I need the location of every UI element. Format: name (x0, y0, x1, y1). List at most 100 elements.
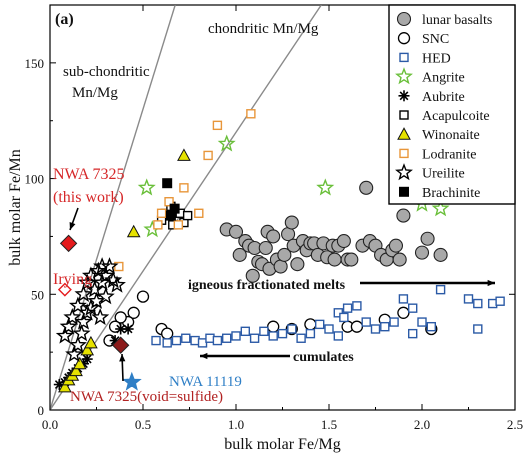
y-tick-label: 100 (25, 172, 45, 187)
lunar-basalts-point (420, 231, 435, 246)
lunar-basalts-point (290, 257, 305, 272)
angrite-point (316, 178, 335, 196)
ureilite-point (59, 317, 78, 335)
nwa-7325-void-sulfide-point (111, 336, 130, 354)
legend-label-lunar-basalts: lunar basalts (422, 13, 492, 28)
hed-point (305, 328, 316, 339)
lodranite-point (153, 220, 163, 230)
hed-point (324, 324, 334, 334)
arrow-void-sulfide-head (119, 354, 126, 362)
hed-point (417, 317, 427, 327)
ureilite-point (78, 303, 97, 321)
series-nwa-7325-void-sulfide (111, 336, 130, 354)
legend-label-brachinite: Brachinite (422, 186, 480, 201)
legend-item-snc: SNC (397, 32, 449, 47)
ureilite-point (68, 335, 87, 353)
hed-point (277, 328, 288, 339)
annotation-irying: Irying (53, 271, 92, 288)
hed-point (296, 333, 306, 343)
hed-point (352, 301, 362, 311)
series-nwa-11119 (121, 371, 142, 391)
ureilite-point (104, 270, 123, 289)
winonaite-point (80, 342, 95, 356)
series-snc (103, 290, 438, 347)
annotation-this-work: (this work) (53, 189, 124, 206)
lunar-basalts-point (228, 224, 244, 239)
x-axis-label: bulk molar Fe/Mg (224, 436, 340, 453)
lodranite-point (212, 120, 223, 131)
ureilite-point (89, 261, 108, 279)
lunar-basalts-point (273, 259, 288, 274)
hed-point (333, 331, 343, 341)
lunar-basalts-point (266, 229, 281, 244)
hed-point (240, 326, 251, 337)
hed-point (398, 294, 409, 304)
aubrite-point-stroke (116, 324, 126, 334)
x-tick-label: 1.5 (321, 417, 337, 432)
hed-point (473, 324, 483, 334)
hed-point (361, 317, 371, 327)
winonaite-point (84, 335, 98, 349)
legend-marker-acapulcoite (399, 110, 409, 120)
winonaite-point (58, 379, 72, 393)
lodranite-point (164, 197, 174, 207)
ureilite-point (96, 287, 115, 305)
legend-label-hed: HED (422, 51, 451, 66)
lunar-basalts-point (336, 234, 351, 249)
snc-point (267, 320, 280, 333)
legend-item-aubrite: Aubrite (398, 90, 465, 105)
aubrite-point-stroke (82, 354, 92, 364)
legend-item-winonaite: Winonaite (397, 127, 480, 143)
y-tick-label: 0 (38, 403, 45, 418)
legend-item-lunar-basalts: lunar basalts (396, 11, 492, 28)
hed-point (315, 319, 325, 330)
legend-label-acapulcoite: Acapulcoite (422, 109, 490, 124)
series-lunar-basalts (219, 180, 448, 283)
ureilite-point (74, 284, 93, 303)
hed-point (389, 317, 399, 327)
legend-marker-lunar-basalts (396, 11, 412, 27)
legend-marker-aubrite-stroke (399, 91, 409, 101)
winonaite-point (126, 224, 141, 238)
ureilite-point (63, 307, 82, 326)
arrow-igneous (360, 279, 495, 287)
snc-point (350, 320, 364, 333)
legend-item-ureilite: Ureilite (395, 163, 465, 182)
annotation-chondritic: chondritic Mn/Mg (208, 21, 319, 37)
legend-marker-angrite (395, 67, 413, 85)
snc-point (114, 311, 127, 324)
hed-point (287, 324, 297, 334)
panel-label: (a) (55, 11, 74, 28)
aubrite-point (122, 323, 134, 335)
arrow-igneous-head (487, 279, 495, 287)
ureilite-point (55, 326, 74, 344)
ureilite-point (91, 307, 110, 326)
snc-point (161, 327, 174, 340)
hed-point (408, 303, 418, 313)
legend-item-angrite: Angrite (395, 67, 465, 86)
y-tick-label: 150 (25, 56, 45, 71)
lunar-basalts-point (414, 245, 430, 260)
hed-point (339, 312, 349, 323)
lodranite-point (173, 220, 184, 230)
series-nwa-7325 (59, 234, 78, 253)
legend-label-ureilite: Ureilite (422, 167, 465, 182)
annotation-nwa7325: NWA 7325 (53, 166, 125, 183)
annotation-subchondritic: sub-chondritic (63, 64, 150, 80)
hed-point (212, 335, 223, 346)
legend-marker-lodranite (399, 148, 409, 159)
series-lodranite (114, 109, 256, 272)
legend: lunar basalts SNC HED Angrite Aubrite Acapulc… (388, 4, 516, 205)
lunar-basalts-point (344, 252, 359, 267)
hed-point (370, 324, 381, 334)
legend-marker-aubrite (398, 90, 410, 102)
arrow-cumulates-head (200, 352, 208, 360)
hed-point (162, 338, 172, 348)
hed-point (408, 328, 418, 339)
lunar-basalts-point (277, 247, 292, 262)
ureilite-point (93, 257, 112, 275)
hed-point (435, 284, 446, 295)
hed-point (342, 303, 353, 313)
hed-point (151, 335, 161, 346)
